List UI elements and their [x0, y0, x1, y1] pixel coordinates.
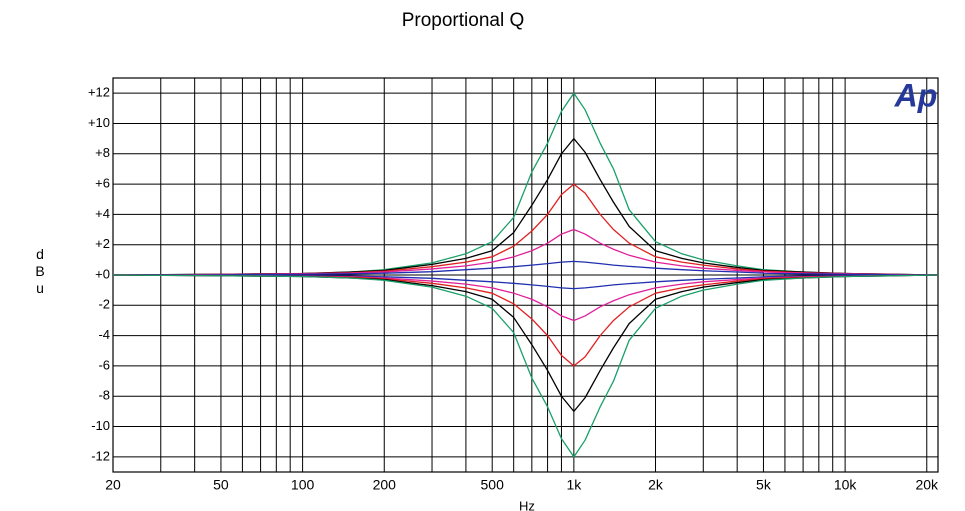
y-tick-label: +10: [88, 115, 110, 130]
eq-curve: [112, 183, 939, 276]
eq-curve: [112, 274, 939, 322]
x-tick-label: 10k: [834, 477, 858, 493]
x-tick-label: 500: [481, 477, 505, 493]
x-tick-label: 200: [373, 477, 397, 493]
chart-title: Proportional Q: [402, 10, 525, 31]
y-tick-label: +2: [95, 236, 110, 251]
x-tick-label: 1k: [566, 477, 582, 493]
y-tick-label: -12: [91, 448, 110, 463]
eq-curve: [112, 274, 939, 458]
x-axis-label: Hz: [519, 498, 535, 511]
y-tick-label: +4: [95, 206, 110, 221]
eq-curve: [112, 260, 939, 276]
y-axis-label: dBu: [35, 246, 45, 296]
x-tick-label: 20k: [915, 477, 939, 493]
x-tick-label: 50: [213, 477, 229, 493]
y-tick-label: +6: [95, 176, 110, 191]
eq-curve: [112, 274, 939, 413]
eq-curve: [112, 274, 939, 367]
x-tick-label: 2k: [648, 477, 664, 493]
y-tick-label: -10: [91, 418, 110, 433]
eq-curve: [112, 137, 939, 276]
x-tick-label: 5k: [756, 477, 772, 493]
logo: Ap: [894, 77, 938, 113]
eq-curve: [112, 92, 939, 276]
y-tick-label: -8: [98, 388, 110, 403]
y-tick-label: +0: [95, 266, 110, 281]
y-tick-label: -6: [98, 357, 110, 372]
y-tick-label: -2: [98, 297, 110, 312]
x-tick-label: 20: [105, 477, 121, 493]
y-tick-label: +8: [95, 145, 110, 160]
eq-curve: [112, 274, 939, 290]
x-tick-label: 100: [291, 477, 315, 493]
y-tick-label: -4: [98, 327, 110, 342]
eq-curve: [112, 228, 939, 276]
y-tick-label: +12: [88, 85, 110, 100]
